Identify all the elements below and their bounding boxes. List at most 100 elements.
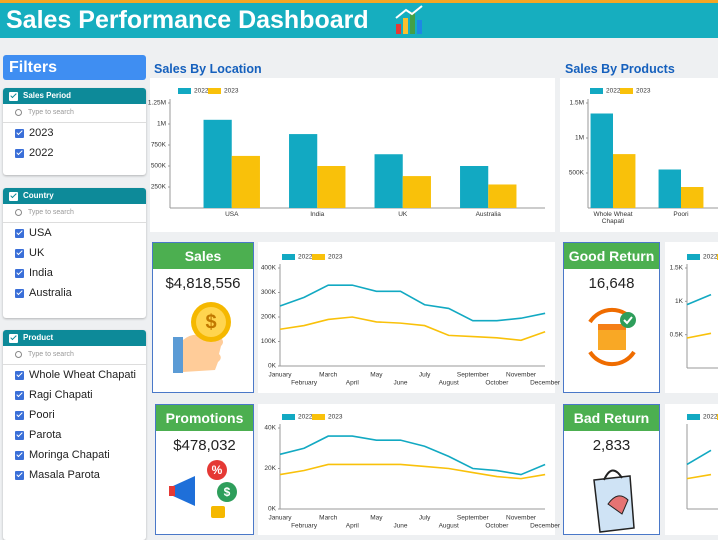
kpi-value: 16,648 — [588, 275, 635, 292]
filter-item[interactable]: Parota — [3, 425, 146, 445]
line-series — [279, 435, 546, 476]
bar — [613, 154, 636, 208]
filter-item[interactable]: 2022 — [3, 143, 146, 163]
legend-label: 2022 — [703, 414, 718, 421]
checkbox — [15, 128, 24, 138]
kpi-value: $478,032 — [173, 437, 236, 454]
kpi-icon: % $ — [168, 460, 237, 518]
filter-item[interactable]: UK — [3, 243, 146, 263]
search-icon — [15, 351, 22, 358]
kpi-title: Promotions — [156, 405, 253, 431]
y-tick-label: 1.5M — [570, 100, 584, 107]
y-tick-label: 250K — [151, 184, 167, 191]
legend-label: 2022 — [194, 88, 209, 95]
bar — [681, 187, 704, 208]
search-box[interactable]: Type to search — [3, 104, 146, 123]
line-series — [686, 293, 712, 306]
section-title: Sales By Location — [154, 62, 262, 76]
legend-label: 2023 — [636, 88, 651, 95]
legend-label: 2023 — [224, 88, 239, 95]
kpi-card: Bad Return 2,833 — [563, 404, 660, 535]
line-series — [279, 316, 546, 342]
bar — [658, 169, 681, 208]
bar — [231, 155, 260, 208]
filter-group: Sales Period Type to search 2023 2022 — [3, 88, 146, 175]
legend-label: 2022 — [606, 88, 621, 95]
kpi-title: Good Return — [564, 243, 659, 269]
x-tick-label: February — [291, 380, 318, 387]
filter-item[interactable]: India — [3, 263, 146, 283]
filter-item[interactable]: Australia — [3, 283, 146, 303]
filter-header: Country — [3, 188, 146, 204]
kpi-icon — [587, 307, 636, 367]
bar — [590, 113, 613, 208]
y-tick-label: 0.5K — [670, 331, 684, 338]
x-tick-label: October — [485, 380, 509, 387]
checkbox — [15, 470, 24, 480]
filter-header: Sales Period — [3, 88, 146, 104]
svg-text:$: $ — [205, 311, 216, 333]
checkbox — [15, 430, 24, 440]
header-bar — [0, 0, 718, 38]
y-tick-label: 500K — [151, 163, 167, 170]
kpi-value: $4,818,556 — [165, 275, 241, 292]
search-box[interactable]: Type to search — [3, 346, 146, 365]
y-tick-label: 0K — [268, 506, 277, 513]
legend-label: 2022 — [703, 254, 718, 261]
section-title: Sales By Products — [565, 62, 675, 76]
filter-item[interactable]: 2023 — [3, 123, 146, 143]
bar — [374, 154, 403, 208]
x-tick-label: September — [457, 515, 490, 522]
x-tick-label: December — [530, 380, 561, 387]
filter-item[interactable]: Ragi Chapati — [3, 385, 146, 405]
chart-panel — [665, 404, 718, 535]
y-tick-label: 40K — [264, 425, 276, 432]
line-series — [686, 332, 712, 339]
y-tick-label: 1.25M — [148, 100, 166, 107]
y-tick-label: 1.5K — [670, 265, 684, 272]
search-box[interactable]: Type to search — [3, 204, 146, 223]
legend-label: 2023 — [328, 254, 343, 261]
filter-item[interactable]: Masala Parota — [3, 465, 146, 485]
x-tick-label: February — [291, 523, 318, 530]
legend-label: 2022 — [298, 414, 313, 421]
x-tick-label: November — [506, 515, 537, 522]
x-tick-label: November — [506, 372, 537, 379]
search-icon — [15, 209, 22, 216]
kpi-card: Good Return 16,648 — [563, 242, 660, 393]
x-tick-label: Whole Wheat Chapati — [593, 211, 633, 225]
checkbox — [9, 333, 18, 343]
x-tick-label: September — [457, 372, 490, 379]
y-tick-label: 0K — [268, 363, 277, 370]
line-series — [686, 473, 712, 480]
y-tick-label: 20K — [264, 465, 276, 472]
filter-group: Product Type to search Whole Wheat Chapati… — [3, 330, 146, 540]
y-tick-label: 1M — [575, 135, 584, 142]
y-tick-label: 300K — [261, 289, 277, 296]
x-tick-label: Australia — [475, 211, 501, 218]
search-icon — [15, 109, 22, 116]
kpi-card: Promotions $478,032 % $ — [155, 404, 254, 535]
y-tick-label: 100K — [261, 338, 277, 345]
header-title: Sales Performance Dashboard — [6, 6, 369, 34]
legend-label: 2022 — [298, 254, 313, 261]
bar — [203, 119, 232, 208]
filter-item[interactable]: Moringa Chapati — [3, 445, 146, 465]
legend-swatch — [687, 414, 700, 420]
checkbox — [15, 288, 24, 298]
x-tick-label: August — [439, 523, 459, 530]
filter-item[interactable]: USA — [3, 223, 146, 243]
line-series — [686, 449, 712, 466]
filter-item[interactable]: Whole Wheat Chapati — [3, 365, 146, 385]
checkbox — [9, 191, 18, 201]
y-tick-label: 1M — [157, 121, 166, 128]
legend-swatch — [312, 254, 325, 260]
bar — [488, 184, 517, 208]
line-series — [279, 463, 546, 480]
y-tick-label: 750K — [151, 142, 167, 149]
legend-swatch — [208, 88, 221, 94]
svg-text:$: $ — [223, 485, 230, 499]
x-tick-label: July — [419, 372, 431, 379]
filter-item[interactable]: Poori — [3, 405, 146, 425]
y-tick-label: 500K — [569, 170, 585, 177]
